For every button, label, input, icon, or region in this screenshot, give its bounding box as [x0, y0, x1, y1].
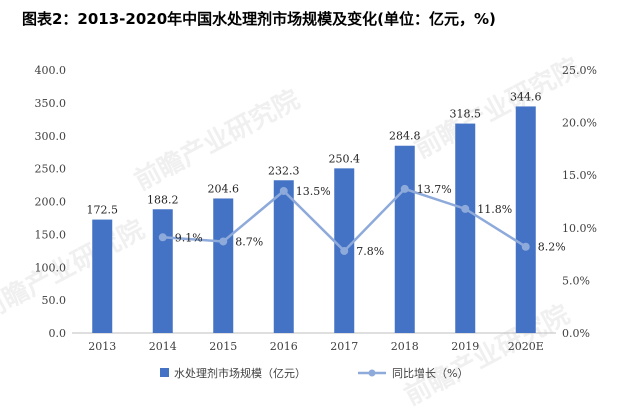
bar-data-label: 344.6 — [510, 90, 542, 103]
bar-data-label: 284.8 — [389, 130, 421, 143]
x-tick-label: 2014 — [149, 340, 177, 353]
y-right-tick-label: 5.0% — [562, 274, 590, 287]
x-tick-label: 2013 — [88, 340, 116, 353]
growth-data-label: 7.8% — [356, 245, 384, 258]
bar — [152, 209, 173, 333]
legend-line-marker — [368, 369, 376, 377]
y-left-tick-label: 300.0 — [35, 130, 67, 143]
bar — [213, 198, 234, 333]
y-left-tick-label: 100.0 — [35, 261, 67, 274]
bar — [92, 219, 113, 333]
growth-point — [400, 184, 409, 193]
y-left-tick-label: 150.0 — [35, 228, 67, 241]
bar — [455, 123, 476, 334]
y-right-tick-label: 0.0% — [562, 327, 590, 340]
chart-title: 图表2：2013-2020年中国水处理剂市场规模及变化(单位：亿元，%) — [22, 10, 496, 28]
growth-data-label: 13.5% — [296, 185, 331, 198]
growth-data-label: 8.2% — [538, 241, 566, 254]
y-left-tick-label: 400.0 — [35, 64, 67, 77]
x-tick-label: 2015 — [209, 340, 237, 353]
bar-data-label: 188.2 — [147, 193, 179, 206]
bar-data-label: 318.5 — [450, 108, 482, 121]
growth-data-label: 8.7% — [235, 235, 263, 248]
y-right-tick-label: 20.0% — [562, 117, 597, 130]
growth-data-label: 13.7% — [417, 183, 452, 196]
y-left-tick-label: 250.0 — [35, 163, 67, 176]
growth-point — [521, 242, 530, 251]
growth-point — [219, 237, 228, 246]
bar — [273, 180, 294, 333]
y-right-tick-label: 25.0% — [562, 64, 597, 77]
y-right-tick-label: 15.0% — [562, 169, 597, 182]
bar — [394, 145, 415, 333]
growth-data-label: 9.1% — [175, 231, 203, 244]
legend-bar-label: 水处理剂市场规模（亿元） — [174, 366, 306, 380]
x-tick-label: 2020E — [508, 340, 544, 353]
bar-data-label: 250.4 — [329, 152, 361, 165]
y-left-tick-label: 0.0 — [49, 327, 67, 340]
bar-data-label: 232.3 — [268, 164, 300, 177]
legend-bar-swatch — [160, 368, 169, 377]
growth-point — [158, 233, 167, 242]
x-tick-label: 2017 — [330, 340, 358, 353]
x-tick-label: 2018 — [391, 340, 419, 353]
bar-data-label: 172.5 — [87, 204, 119, 217]
y-right-tick-label: 10.0% — [562, 222, 597, 235]
bar-data-label: 204.6 — [208, 182, 240, 195]
growth-data-label: 11.8% — [477, 203, 512, 216]
y-left-tick-label: 50.0 — [42, 294, 67, 307]
legend: 水处理剂市场规模（亿元） 同比增长（%） — [160, 366, 468, 380]
growth-point — [340, 246, 349, 255]
legend-line-label: 同比增长（%） — [392, 366, 468, 380]
y-left-tick-label: 200.0 — [35, 196, 67, 209]
x-tick-label: 2019 — [451, 340, 479, 353]
bar — [515, 106, 536, 333]
x-tick-label: 2016 — [270, 340, 298, 353]
y-left-tick-label: 350.0 — [35, 97, 67, 110]
growth-point — [461, 204, 470, 213]
growth-point — [279, 186, 288, 195]
